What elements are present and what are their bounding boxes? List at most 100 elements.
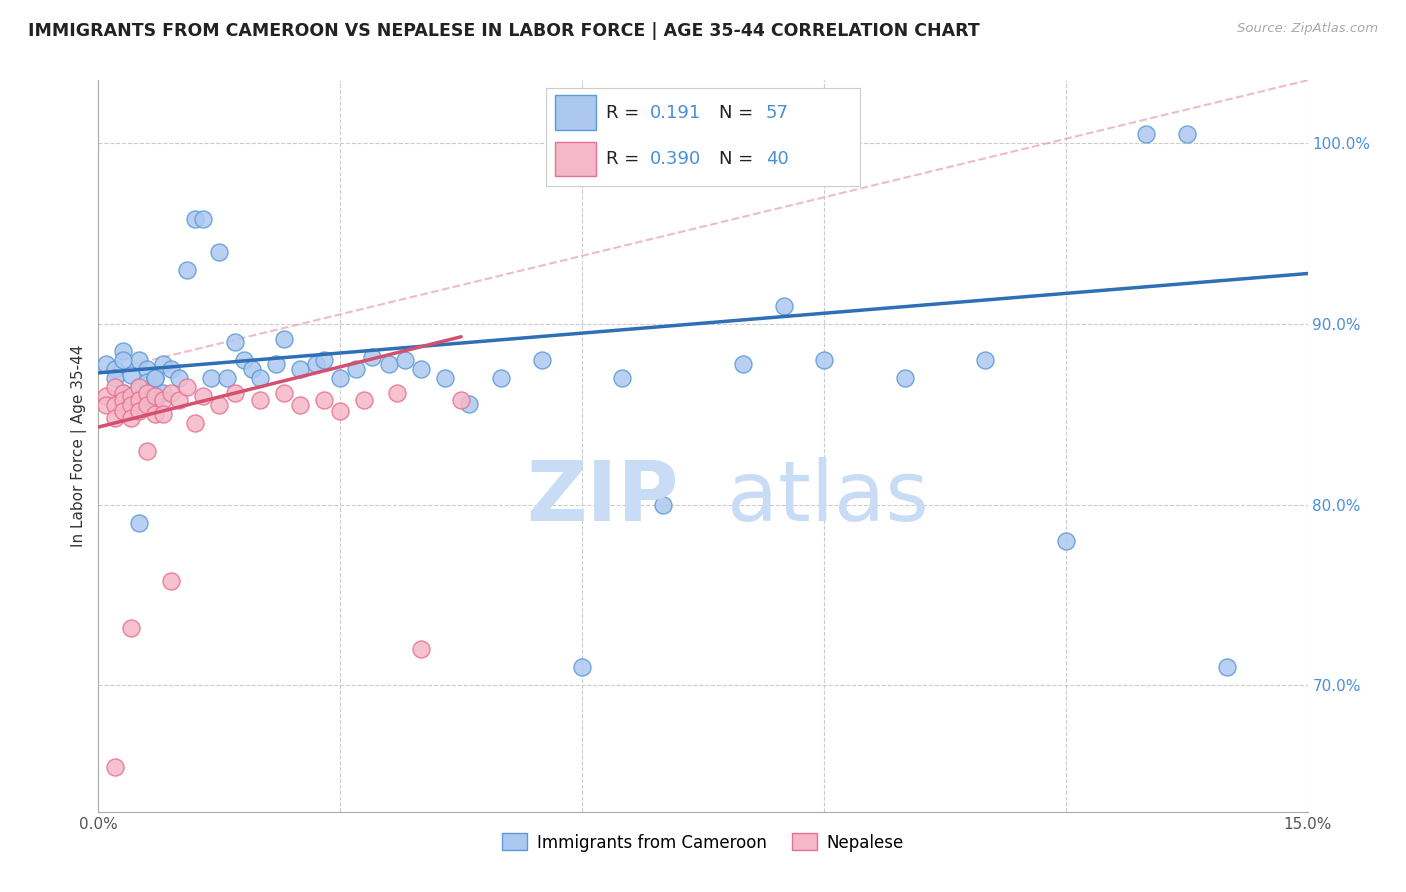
- Point: [128, 392, 150, 407]
- Point: [120, 620, 142, 634]
- Point: [176, 263, 198, 277]
- Point: [314, 392, 336, 407]
- Point: [120, 398, 142, 412]
- Point: [208, 244, 231, 259]
- Point: [813, 353, 835, 368]
- Point: [193, 212, 215, 227]
- Point: [135, 443, 157, 458]
- Point: [651, 498, 673, 512]
- Point: [160, 385, 183, 400]
- Point: [152, 357, 174, 371]
- Point: [240, 362, 263, 376]
- Point: [143, 392, 166, 407]
- Point: [152, 408, 174, 422]
- Point: [167, 392, 190, 407]
- Point: [305, 357, 328, 371]
- Point: [103, 411, 125, 425]
- Point: [394, 353, 416, 368]
- Point: [249, 371, 271, 385]
- Point: [143, 389, 166, 403]
- Point: [103, 362, 125, 376]
- Point: [152, 392, 174, 407]
- Point: [160, 362, 183, 376]
- Point: [1135, 128, 1157, 142]
- Point: [193, 389, 215, 403]
- Point: [120, 392, 142, 407]
- Point: [111, 385, 134, 400]
- Point: [143, 371, 166, 385]
- Point: [208, 398, 231, 412]
- Point: [450, 392, 472, 407]
- Point: [128, 516, 150, 530]
- Point: [120, 389, 142, 403]
- Point: [273, 332, 295, 346]
- Point: [128, 353, 150, 368]
- Point: [974, 353, 997, 368]
- Point: [772, 299, 794, 313]
- Point: [96, 357, 118, 371]
- Point: [329, 404, 352, 418]
- Text: ZIP: ZIP: [526, 457, 679, 538]
- Point: [111, 353, 134, 368]
- Point: [434, 371, 457, 385]
- Point: [314, 353, 336, 368]
- Point: [135, 398, 157, 412]
- Point: [377, 357, 399, 371]
- Point: [111, 392, 134, 407]
- Point: [176, 380, 198, 394]
- Point: [135, 375, 157, 389]
- Point: [103, 371, 125, 385]
- Point: [167, 371, 190, 385]
- Point: [143, 371, 166, 385]
- Point: [103, 398, 125, 412]
- Point: [288, 362, 311, 376]
- Point: [96, 398, 118, 412]
- Point: [96, 389, 118, 403]
- Point: [288, 398, 311, 412]
- Text: Source: ZipAtlas.com: Source: ZipAtlas.com: [1237, 22, 1378, 36]
- Point: [385, 385, 408, 400]
- Text: atlas: atlas: [727, 457, 929, 538]
- Point: [232, 353, 254, 368]
- Point: [135, 362, 157, 376]
- Point: [1175, 128, 1198, 142]
- Point: [733, 357, 755, 371]
- Point: [273, 385, 295, 400]
- Point: [184, 417, 207, 431]
- Point: [344, 362, 367, 376]
- Point: [152, 385, 174, 400]
- Point: [491, 371, 513, 385]
- Point: [224, 335, 246, 350]
- Point: [409, 642, 432, 657]
- Point: [353, 392, 375, 407]
- Point: [128, 380, 150, 394]
- Point: [249, 392, 271, 407]
- Point: [1054, 533, 1077, 548]
- Point: [1216, 660, 1239, 674]
- Point: [361, 350, 384, 364]
- Point: [103, 380, 125, 394]
- Point: [264, 357, 287, 371]
- Point: [329, 371, 352, 385]
- Point: [135, 385, 157, 400]
- Point: [612, 371, 634, 385]
- Point: [200, 371, 222, 385]
- Point: [128, 380, 150, 394]
- Point: [571, 660, 593, 674]
- Point: [143, 408, 166, 422]
- Legend: Immigrants from Cameroon, Nepalese: Immigrants from Cameroon, Nepalese: [495, 827, 911, 858]
- Point: [184, 212, 207, 227]
- Point: [224, 385, 246, 400]
- Point: [160, 574, 183, 588]
- Point: [128, 404, 150, 418]
- Point: [103, 759, 125, 773]
- Point: [530, 353, 553, 368]
- Point: [893, 371, 915, 385]
- Point: [120, 368, 142, 382]
- Text: IMMIGRANTS FROM CAMEROON VS NEPALESE IN LABOR FORCE | AGE 35-44 CORRELATION CHAR: IMMIGRANTS FROM CAMEROON VS NEPALESE IN …: [28, 22, 980, 40]
- Point: [217, 371, 239, 385]
- Point: [111, 404, 134, 418]
- Point: [111, 344, 134, 359]
- Point: [458, 396, 481, 410]
- Point: [409, 362, 432, 376]
